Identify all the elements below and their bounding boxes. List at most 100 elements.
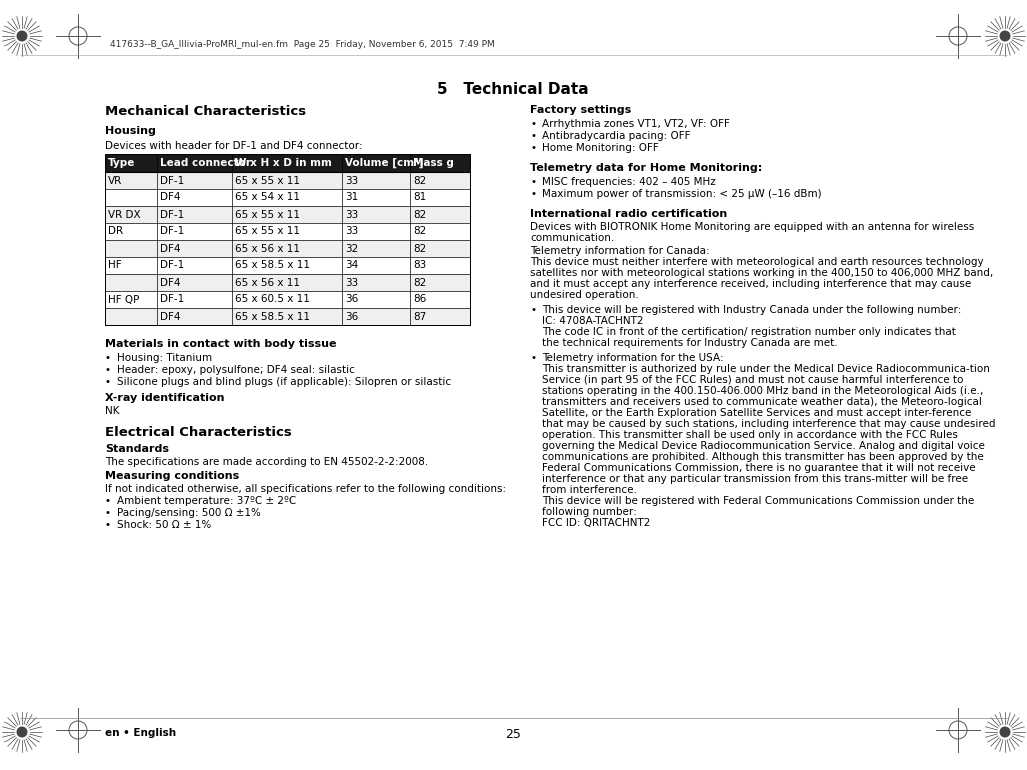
Text: Mass g: Mass g (413, 158, 454, 168)
Text: Shock: 50 Ω ± 1%: Shock: 50 Ω ± 1% (117, 520, 212, 530)
Circle shape (17, 727, 27, 737)
Text: transmitters and receivers used to communicate weather data), the Meteoro-logica: transmitters and receivers used to commu… (542, 397, 982, 407)
Text: undesired operation.: undesired operation. (530, 290, 639, 300)
Bar (105, 291, 470, 308)
Text: •: • (105, 508, 111, 518)
Text: Service (in part 95 of the FCC Rules) and must not cause harmful interference to: Service (in part 95 of the FCC Rules) an… (542, 375, 963, 385)
Text: that may be caused by such stations, including interference that may cause undes: that may be caused by such stations, inc… (542, 419, 995, 429)
Text: 32: 32 (345, 243, 358, 253)
Text: DF-1: DF-1 (160, 176, 184, 186)
Text: Factory settings: Factory settings (530, 105, 632, 115)
Text: the technical requirements for Industry Canada are met.: the technical requirements for Industry … (542, 338, 838, 348)
Text: stations operating in the 400.150-406.000 MHz band in the Meteorological Aids (i: stations operating in the 400.150-406.00… (542, 386, 984, 396)
Text: W x H x D in mm: W x H x D in mm (235, 158, 332, 168)
Text: 417633--B_GA_IIlivia-ProMRI_mul-en.fm  Page 25  Friday, November 6, 2015  7:49 P: 417633--B_GA_IIlivia-ProMRI_mul-en.fm Pa… (110, 40, 495, 49)
Text: Header: epoxy, polysulfone; DF4 seal: silastic: Header: epoxy, polysulfone; DF4 seal: si… (117, 365, 355, 375)
Bar (105, 240, 470, 257)
Text: If not indicated otherwise, all specifications refer to the following conditions: If not indicated otherwise, all specific… (105, 484, 506, 494)
Text: 33: 33 (345, 226, 358, 236)
Text: VR DX: VR DX (108, 209, 141, 219)
Text: 82: 82 (413, 176, 426, 186)
Text: X-ray identification: X-ray identification (105, 393, 225, 403)
Text: Antibradycardia pacing: OFF: Antibradycardia pacing: OFF (542, 131, 690, 141)
Text: DF4: DF4 (160, 312, 181, 322)
Text: Lead connector: Lead connector (160, 158, 251, 168)
Text: Type: Type (108, 158, 136, 168)
Text: 25: 25 (505, 728, 521, 741)
Text: satellites nor with meteorological stations working in the 400,150 to 406,000 MH: satellites nor with meteorological stati… (530, 268, 993, 278)
Text: Housing: Housing (105, 126, 156, 136)
Text: Electrical Characteristics: Electrical Characteristics (105, 426, 292, 439)
Text: 33: 33 (345, 176, 358, 186)
Text: VR: VR (108, 176, 122, 186)
Text: 65 x 54 x 11: 65 x 54 x 11 (235, 192, 300, 203)
Text: 82: 82 (413, 243, 426, 253)
Text: NK: NK (105, 406, 119, 416)
Circle shape (1000, 727, 1010, 737)
Text: Arrhythmia zones VT1, VT2, VF: OFF: Arrhythmia zones VT1, VT2, VF: OFF (542, 119, 730, 129)
Bar (105, 154, 470, 172)
Text: The code IC in front of the certification/ registration number only indicates th: The code IC in front of the certificatio… (542, 327, 956, 337)
Text: Standards: Standards (105, 444, 169, 454)
Text: DF-1: DF-1 (160, 260, 184, 270)
Bar (105, 172, 470, 189)
Text: 33: 33 (345, 277, 358, 287)
Bar (105, 154, 470, 325)
Text: 65 x 56 x 11: 65 x 56 x 11 (235, 243, 300, 253)
Text: 65 x 60.5 x 11: 65 x 60.5 x 11 (235, 294, 310, 304)
Text: 5   Technical Data: 5 Technical Data (438, 82, 588, 97)
Text: following number:: following number: (542, 507, 637, 517)
Text: •: • (530, 119, 536, 129)
Text: Mechanical Characteristics: Mechanical Characteristics (105, 105, 306, 118)
Text: and it must accept any interference received, including interference that may ca: and it must accept any interference rece… (530, 279, 972, 289)
Text: 82: 82 (413, 209, 426, 219)
Bar (105, 223, 470, 240)
Text: communications are prohibited. Although this transmitter has been approved by th: communications are prohibited. Although … (542, 452, 984, 462)
Text: communication.: communication. (530, 233, 614, 243)
Text: •: • (530, 305, 536, 315)
Text: Federal Communications Commission, there is no guarantee that it will not receiv: Federal Communications Commission, there… (542, 463, 976, 473)
Text: interference or that any particular transmission from this trans-mitter will be : interference or that any particular tran… (542, 474, 968, 484)
Text: 82: 82 (413, 226, 426, 236)
Text: HF QP: HF QP (108, 294, 140, 304)
Text: from interference.: from interference. (542, 485, 637, 495)
Bar (105, 308, 470, 325)
Text: Pacing/sensing: 500 Ω ±1%: Pacing/sensing: 500 Ω ±1% (117, 508, 261, 518)
Text: Devices with BIOTRONIK Home Monitoring are equipped with an antenna for wireless: Devices with BIOTRONIK Home Monitoring a… (530, 222, 975, 232)
Text: •: • (105, 377, 111, 387)
Text: Volume [cm³]: Volume [cm³] (345, 158, 423, 168)
Text: •: • (105, 496, 111, 506)
Text: FCC ID: QRITACHNT2: FCC ID: QRITACHNT2 (542, 518, 650, 528)
Text: Ambient temperature: 37ºC ± 2ºC: Ambient temperature: 37ºC ± 2ºC (117, 496, 296, 506)
Circle shape (17, 32, 27, 41)
Text: •: • (530, 143, 536, 153)
Text: 65 x 58.5 x 11: 65 x 58.5 x 11 (235, 260, 310, 270)
Text: operation. This transmitter shall be used only in accordance with the FCC Rules: operation. This transmitter shall be use… (542, 430, 958, 440)
Text: This device will be registered with Federal Communications Commission under the: This device will be registered with Fede… (542, 496, 975, 506)
Text: 36: 36 (345, 312, 358, 322)
Text: •: • (105, 353, 111, 363)
Text: 83: 83 (413, 260, 426, 270)
Text: 65 x 56 x 11: 65 x 56 x 11 (235, 277, 300, 287)
Text: Maximum power of transmission: < 25 µW (–16 dBm): Maximum power of transmission: < 25 µW (… (542, 189, 822, 199)
Text: 65 x 55 x 11: 65 x 55 x 11 (235, 176, 300, 186)
Text: The specifications are made according to EN 45502-2-2:2008.: The specifications are made according to… (105, 457, 428, 467)
Text: DF4: DF4 (160, 243, 181, 253)
Circle shape (1000, 32, 1010, 41)
Text: Materials in contact with body tissue: Materials in contact with body tissue (105, 339, 337, 349)
Text: IC: 4708A-TACHNT2: IC: 4708A-TACHNT2 (542, 316, 644, 326)
Text: This device will be registered with Industry Canada under the following number:: This device will be registered with Indu… (542, 305, 961, 315)
Text: 87: 87 (413, 312, 426, 322)
Text: DF-1: DF-1 (160, 294, 184, 304)
Text: Devices with header for DF-1 and DF4 connector:: Devices with header for DF-1 and DF4 con… (105, 141, 363, 151)
Text: •: • (105, 365, 111, 375)
Text: DF-1: DF-1 (160, 209, 184, 219)
Text: HF: HF (108, 260, 121, 270)
Text: International radio certification: International radio certification (530, 209, 727, 219)
Text: 65 x 55 x 11: 65 x 55 x 11 (235, 226, 300, 236)
Text: 31: 31 (345, 192, 358, 203)
Bar (105, 257, 470, 274)
Bar (105, 206, 470, 223)
Text: Measuring conditions: Measuring conditions (105, 471, 239, 481)
Text: Telemetry information for the USA:: Telemetry information for the USA: (542, 353, 724, 363)
